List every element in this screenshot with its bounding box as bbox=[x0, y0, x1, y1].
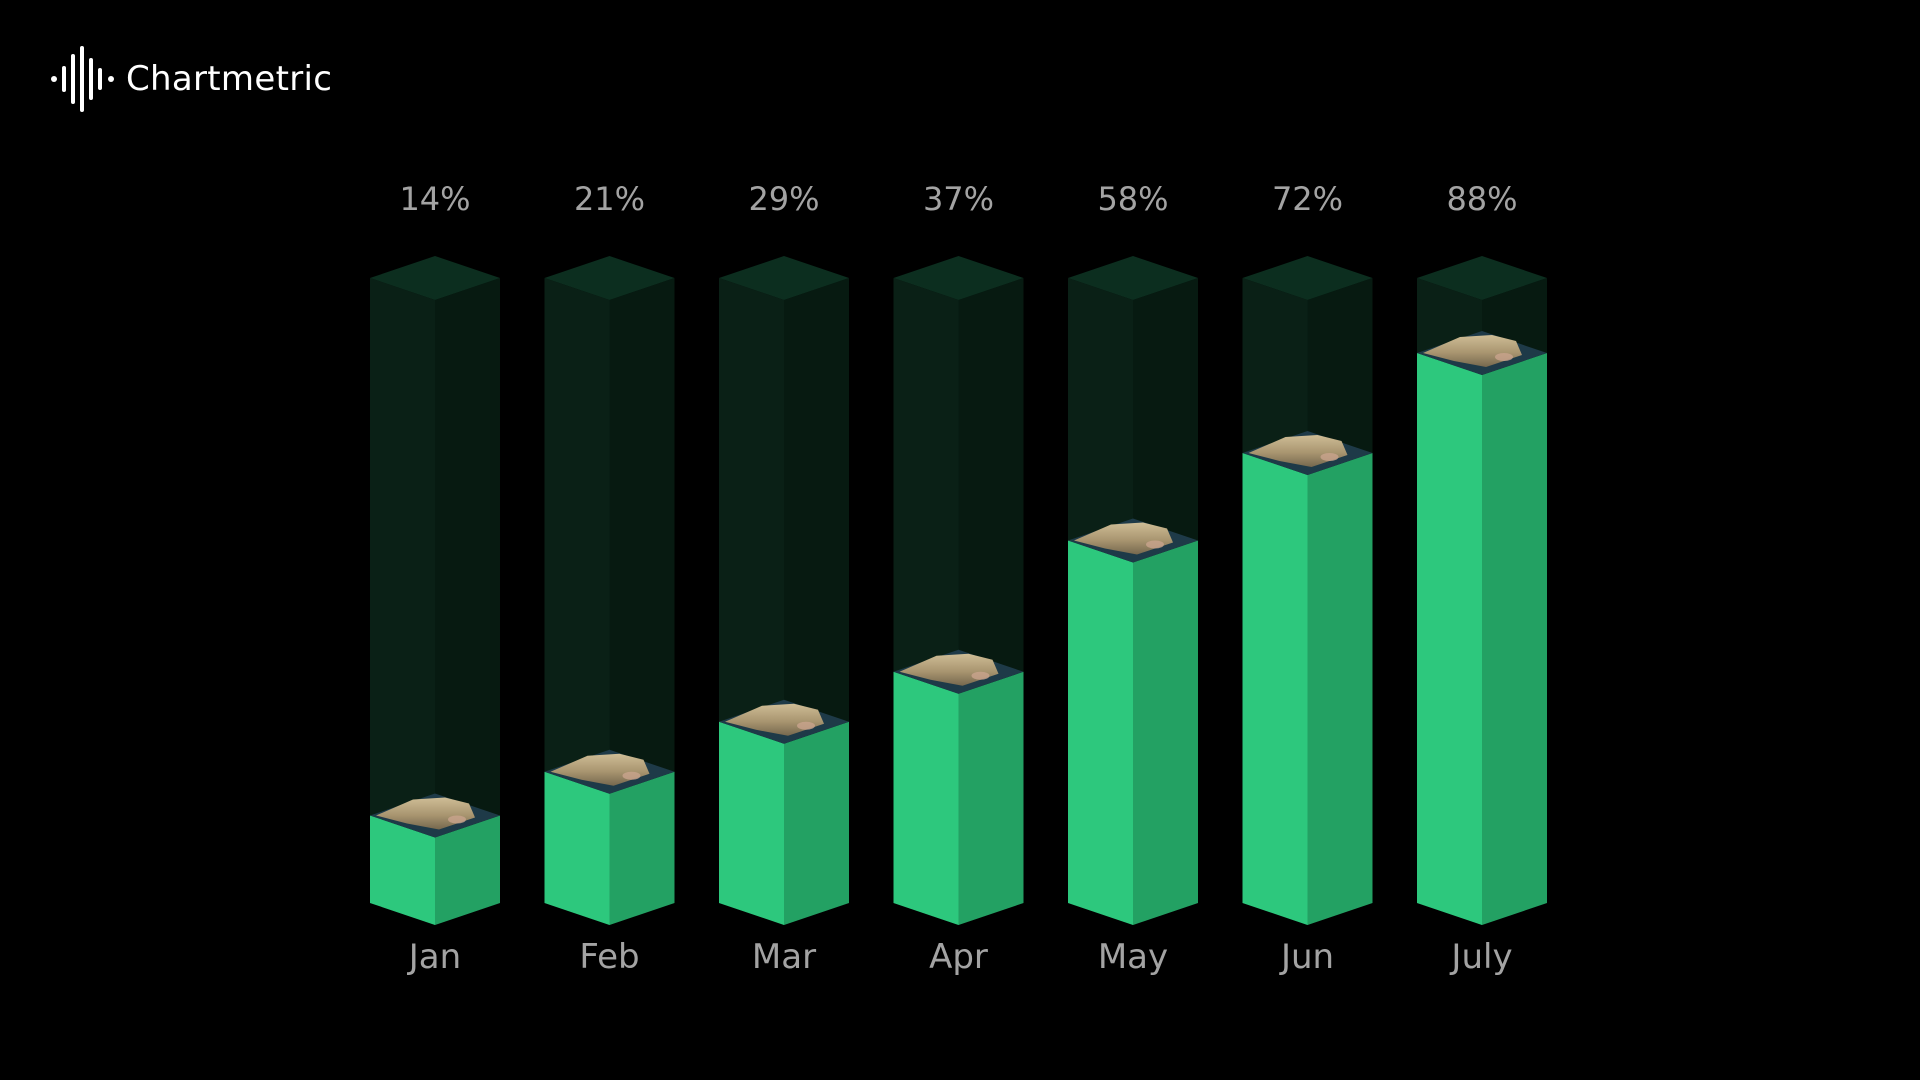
bar-fill-front bbox=[1242, 453, 1308, 925]
bar-cap-face bbox=[971, 671, 990, 680]
x-tick-label: Apr bbox=[929, 937, 988, 977]
bar-track-top bbox=[1242, 256, 1373, 300]
bar-value-label: 14% bbox=[399, 180, 470, 218]
bar-may: 58% May bbox=[1068, 180, 1198, 977]
bar-fill-front bbox=[893, 671, 959, 925]
bar-track-top bbox=[544, 256, 675, 300]
bar-cap-image bbox=[893, 649, 1024, 694]
bar-july: 88% July bbox=[1417, 180, 1547, 977]
bar-fill-side bbox=[958, 671, 1024, 925]
bar-value-label: 21% bbox=[574, 180, 645, 218]
bar-cap-face bbox=[1146, 540, 1164, 549]
x-tick-label: Jun bbox=[1279, 937, 1334, 977]
bar-jun: 72% Jun bbox=[1242, 180, 1373, 977]
bar-fill-side bbox=[1307, 453, 1373, 925]
bar-cap-face bbox=[448, 815, 466, 824]
bar-fill-side bbox=[1482, 353, 1547, 925]
bar-cap-face bbox=[1495, 353, 1513, 361]
x-tick-label: May bbox=[1098, 937, 1168, 977]
x-tick-label: Feb bbox=[579, 937, 639, 977]
bar-fill-front bbox=[1068, 540, 1133, 925]
bar-track-front bbox=[370, 278, 435, 925]
bar-track-top bbox=[719, 256, 849, 300]
bar-fill-front bbox=[719, 721, 784, 925]
bar-track-top bbox=[370, 256, 500, 300]
bar-track-top bbox=[1068, 256, 1198, 300]
bar-jan: 14% Jan bbox=[370, 180, 500, 977]
bar-cap-face bbox=[622, 771, 641, 780]
bar-fill-side bbox=[784, 721, 849, 925]
bar-fill-front bbox=[544, 771, 610, 925]
bar-track-top bbox=[1417, 256, 1547, 300]
bar-cap-face bbox=[1320, 453, 1339, 461]
x-tick-label: Jan bbox=[407, 937, 461, 977]
bar-mar: 29% Mar bbox=[719, 180, 849, 977]
bar-fill-side bbox=[435, 815, 500, 925]
x-tick-label: Mar bbox=[752, 937, 816, 977]
bar-cap-image bbox=[1242, 431, 1373, 475]
x-tick-label: July bbox=[1449, 937, 1512, 977]
bar-cap-face bbox=[797, 721, 815, 730]
bar-fill-side bbox=[609, 771, 675, 925]
bar-value-label: 58% bbox=[1097, 180, 1168, 218]
bar-cap-image bbox=[719, 699, 849, 744]
bar-cap-image bbox=[1068, 518, 1198, 563]
bar-value-label: 29% bbox=[748, 180, 819, 218]
bar-fill-side bbox=[1133, 540, 1198, 925]
brand-logo: Chartmetric bbox=[50, 46, 332, 112]
bar-apr: 37% Apr bbox=[893, 180, 1024, 977]
bar-value-label: 72% bbox=[1272, 180, 1343, 218]
bar-fill-front bbox=[1417, 353, 1482, 925]
bar-cap-image bbox=[370, 793, 500, 838]
bar-track-top bbox=[893, 256, 1024, 300]
bar-value-label: 37% bbox=[923, 180, 994, 218]
bar-cap-image bbox=[544, 749, 675, 794]
sound-wave-icon bbox=[51, 46, 114, 112]
bar-value-label: 88% bbox=[1446, 180, 1517, 218]
brand-name: Chartmetric bbox=[126, 59, 333, 99]
bar-cap-image bbox=[1417, 331, 1547, 375]
bar-track-side bbox=[435, 278, 500, 925]
bar-feb: 21% Feb bbox=[544, 180, 675, 977]
bar-fill-front bbox=[370, 815, 435, 925]
